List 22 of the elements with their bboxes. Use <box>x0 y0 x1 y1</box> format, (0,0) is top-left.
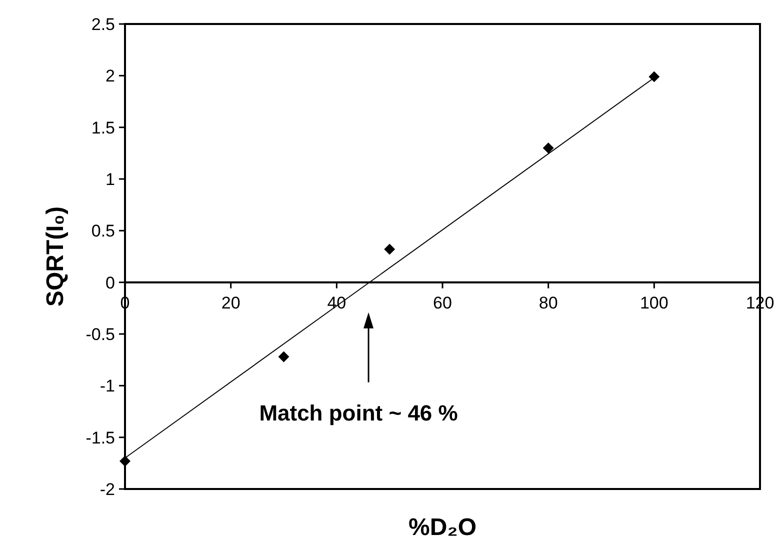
y-tick-label: 0 <box>106 273 115 292</box>
y-tick-label: -0.5 <box>86 324 115 344</box>
x-axis-title: %D₂O <box>408 514 477 541</box>
y-tick-label: 1 <box>106 170 115 189</box>
y-tick-label: -1.5 <box>86 428 115 448</box>
point <box>120 456 130 467</box>
y-tick-label: 0.5 <box>91 222 115 241</box>
y-tick-label: -1 <box>100 376 115 396</box>
y-axis-title: SQRT(I₀) <box>42 206 69 307</box>
x-tick-label: 100 <box>640 293 668 312</box>
x-tick-label: 20 <box>221 293 240 312</box>
point <box>542 142 554 154</box>
y-tick-label: 2.5 <box>91 14 115 34</box>
x-tick-label: 60 <box>433 293 452 312</box>
point <box>278 351 290 362</box>
y-tick-label: -2 <box>100 480 115 499</box>
point <box>384 244 396 255</box>
x-tick-label: 80 <box>538 293 558 312</box>
point <box>648 71 660 82</box>
y-tick-label: 2 <box>106 66 115 86</box>
annotation: Match point ~ 46 % <box>259 400 458 426</box>
y-tick-label: 1.5 <box>91 118 115 138</box>
